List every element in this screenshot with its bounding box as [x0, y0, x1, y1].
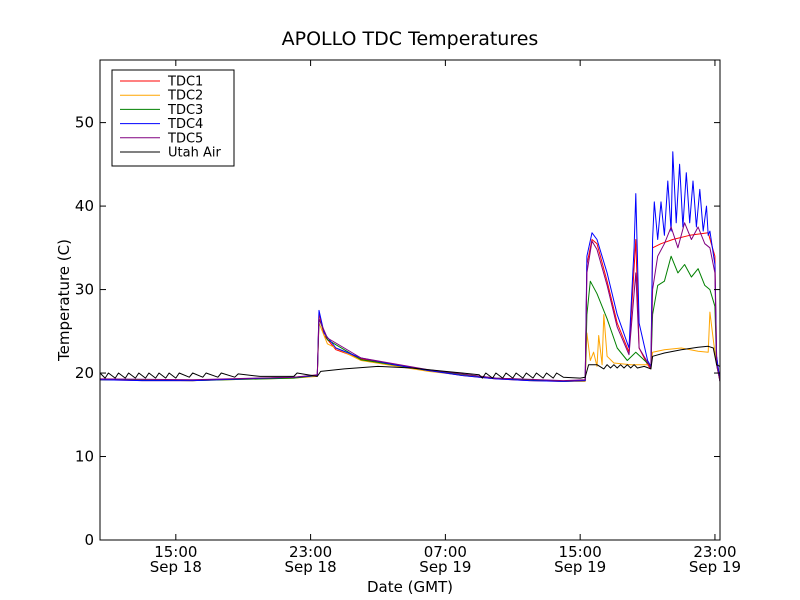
x-tick-label-date: Sep 19 — [689, 558, 741, 576]
y-tick-label: 50 — [75, 114, 94, 132]
x-tick-label-time: 15:00 — [559, 543, 602, 561]
x-tick-label-date: Sep 19 — [419, 558, 471, 576]
x-tick-label-date: Sep 18 — [150, 558, 202, 576]
legend-label-tdc2: TDC2 — [167, 89, 203, 104]
y-tick-label: 20 — [75, 364, 94, 382]
legend-box — [111, 69, 235, 167]
y-axis: 0 10 20 30 40 50 — [75, 114, 720, 549]
y-tick-label: 0 — [84, 531, 94, 549]
series-line-tdc4 — [99, 151, 721, 382]
x-tick-label-date: Sep 18 — [285, 558, 337, 576]
x-tick-label-time: 15:00 — [154, 543, 197, 561]
x-tick-label-time: 07:00 — [424, 543, 467, 561]
x-tick-label-time: 23:00 — [289, 543, 332, 561]
x-tick-label-date: Sep 19 — [554, 558, 606, 576]
x-tick-label-time: 23:00 — [693, 543, 736, 561]
series-layer — [99, 151, 721, 382]
chart-title: APOLLO TDC Temperatures — [282, 28, 539, 50]
y-tick-label: 40 — [75, 197, 94, 215]
y-tick-label: 10 — [75, 448, 94, 466]
legend-label-utah-air: Utah Air — [168, 146, 221, 161]
legend-label-tdc3: TDC3 — [167, 103, 203, 118]
legend-label-tdc1: TDC1 — [167, 75, 203, 90]
y-tick-label: 30 — [75, 281, 94, 299]
y-axis-label: Temperature (C) — [55, 239, 73, 362]
series-line-tdc2 — [99, 311, 721, 382]
series-line-tdc5 — [99, 222, 721, 382]
series-line-utah-air — [99, 345, 721, 379]
plot-area-frame — [99, 59, 721, 541]
legend-label-tdc5: TDC5 — [167, 131, 203, 146]
legend-label-tdc4: TDC4 — [167, 117, 203, 132]
series-line-tdc3 — [99, 255, 721, 382]
x-axis-label: Date (GMT) — [367, 578, 453, 596]
